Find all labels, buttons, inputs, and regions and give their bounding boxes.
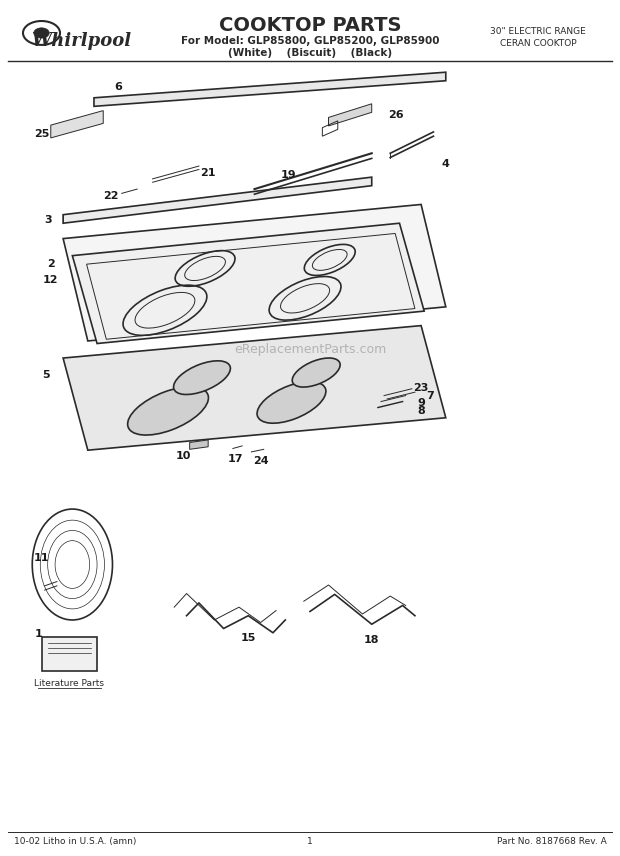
Text: 1: 1 — [35, 629, 42, 639]
Ellipse shape — [128, 387, 208, 435]
Ellipse shape — [34, 28, 49, 38]
Text: 11: 11 — [33, 553, 49, 562]
Text: 1: 1 — [307, 837, 313, 847]
Text: 21: 21 — [200, 168, 216, 178]
Text: 8: 8 — [417, 406, 425, 416]
Text: 3: 3 — [44, 215, 51, 225]
Text: COOKTOP PARTS: COOKTOP PARTS — [219, 15, 401, 35]
Text: 4: 4 — [442, 158, 450, 169]
Text: Part No. 8187668 Rev. A: Part No. 8187668 Rev. A — [497, 837, 606, 847]
Polygon shape — [73, 223, 424, 343]
Text: 17: 17 — [228, 454, 244, 464]
Text: 18: 18 — [364, 634, 379, 645]
Ellipse shape — [292, 358, 340, 387]
Polygon shape — [63, 177, 372, 223]
Text: 9: 9 — [417, 398, 425, 408]
Text: For Model: GLP85800, GLP85200, GLP85900: For Model: GLP85800, GLP85200, GLP85900 — [181, 36, 439, 45]
Text: 30" ELECTRIC RANGE: 30" ELECTRIC RANGE — [490, 27, 587, 36]
Text: eReplacementParts.com: eReplacementParts.com — [234, 343, 386, 356]
Polygon shape — [51, 110, 104, 138]
Polygon shape — [329, 104, 372, 126]
Text: 12: 12 — [43, 275, 58, 284]
Polygon shape — [94, 72, 446, 106]
Text: 2: 2 — [47, 259, 55, 269]
Text: 26: 26 — [389, 110, 404, 120]
Text: 24: 24 — [253, 456, 268, 467]
Text: Whirlpool: Whirlpool — [32, 33, 131, 51]
Text: Literature Parts: Literature Parts — [34, 680, 104, 688]
Text: 25: 25 — [34, 129, 49, 140]
Ellipse shape — [257, 382, 326, 423]
Text: 10: 10 — [176, 451, 191, 461]
Ellipse shape — [174, 361, 231, 395]
Text: 6: 6 — [115, 81, 123, 92]
Text: 10-02 Litho in U.S.A. (amn): 10-02 Litho in U.S.A. (amn) — [14, 837, 136, 847]
Polygon shape — [63, 325, 446, 450]
Text: 23: 23 — [414, 383, 429, 393]
Text: 7: 7 — [427, 390, 434, 401]
Polygon shape — [42, 637, 97, 671]
Text: 22: 22 — [104, 191, 119, 201]
Polygon shape — [63, 205, 446, 341]
Text: (White)    (Biscuit)    (Black): (White) (Biscuit) (Black) — [228, 49, 392, 58]
Text: 15: 15 — [241, 633, 256, 643]
Text: 19: 19 — [281, 169, 296, 180]
Text: CERAN COOKTOP: CERAN COOKTOP — [500, 39, 577, 48]
Text: 5: 5 — [43, 370, 50, 380]
Polygon shape — [190, 440, 208, 449]
